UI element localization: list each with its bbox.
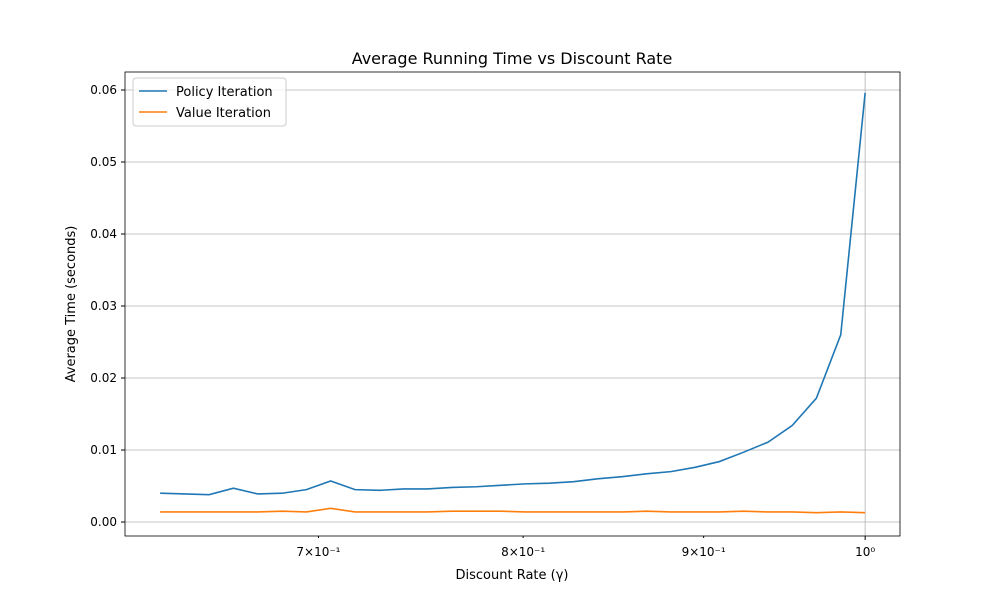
x-axis-label: Discount Rate (γ) [456,568,569,583]
x-tick-label: 9×10⁻¹ [682,545,726,559]
y-tick-label: 0.04 [90,227,117,241]
legend-box [132,77,287,127]
y-tick-label: 0.00 [90,515,117,529]
y-tick-label: 0.05 [90,155,117,169]
x-tick-label: 10⁰ [855,545,875,559]
chart-title: Average Running Time vs Discount Rate [352,49,673,68]
plot-frame [124,71,901,537]
y-tick-label: 0.01 [90,443,117,457]
x-tick-label: 7×10⁻¹ [296,545,340,559]
line [160,92,866,496]
y-tick-label: 0.06 [90,83,117,97]
y-tick-label: 0.02 [90,371,117,385]
legend-label: Value Iteration [176,106,271,121]
x-tick-label: 8×10⁻¹ [501,545,545,559]
y-tick-label: 0.03 [90,299,117,313]
legend-label: Policy Iteration [176,85,273,100]
y-axis-label: Average Time (seconds) [64,226,79,383]
line [160,507,866,514]
